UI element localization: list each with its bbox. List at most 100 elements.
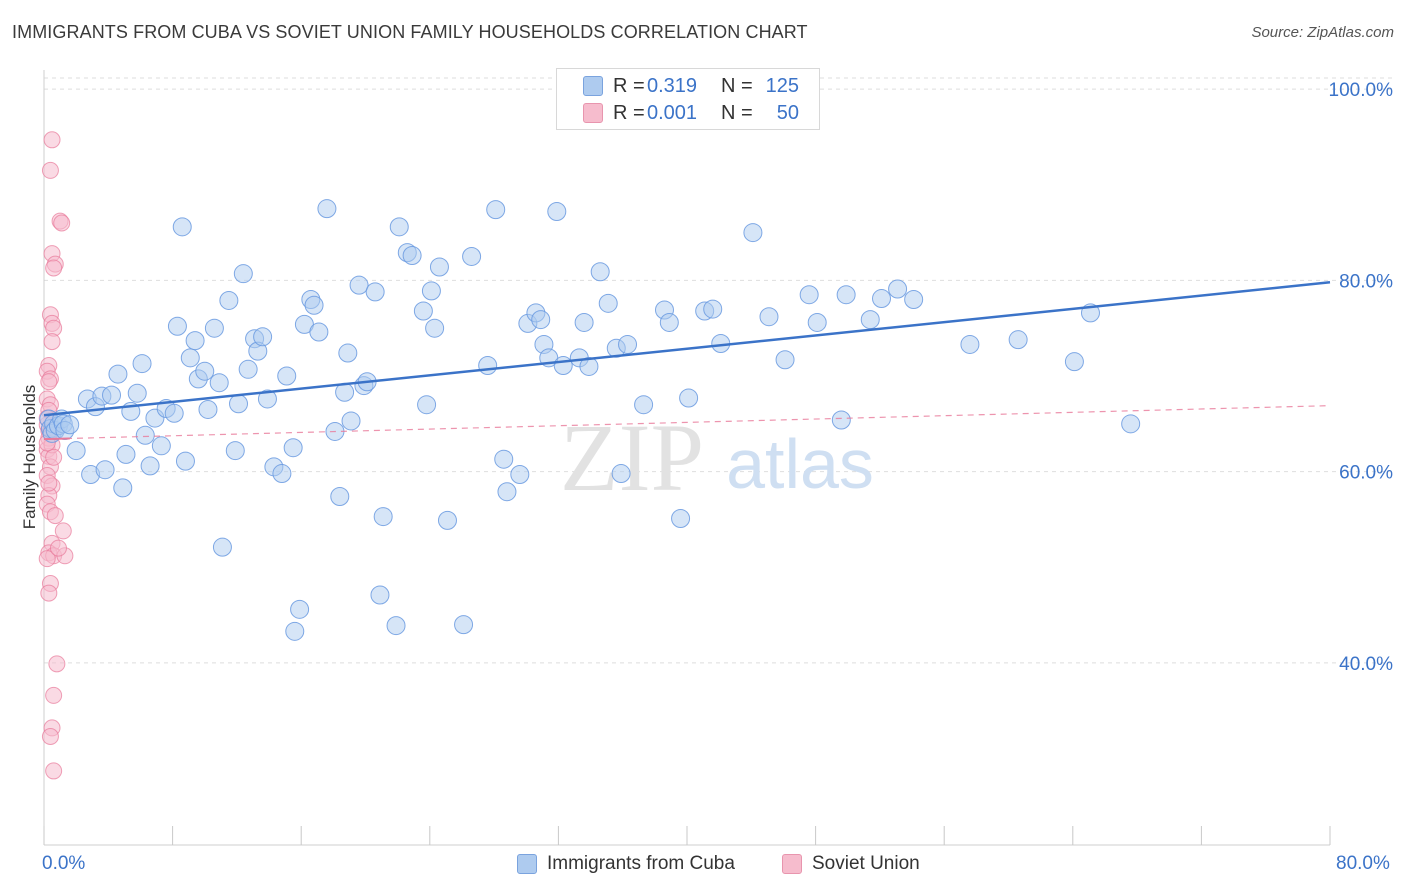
cuba-point xyxy=(317,199,337,219)
y-tick-label: 80.0% xyxy=(1339,271,1393,292)
soviet-union-point xyxy=(43,131,61,149)
cuba-point xyxy=(429,257,449,277)
cuba-point xyxy=(421,281,441,301)
cuba-point xyxy=(195,361,215,381)
bottom-legend-swatch-cuba xyxy=(517,854,537,874)
legend-row-cuba: R = 0.319 N = 125 xyxy=(583,74,799,98)
cuba-point xyxy=(618,334,638,354)
bottom-legend-label-cuba: Immigrants from Cuba xyxy=(547,853,735,874)
cuba-point xyxy=(225,441,245,461)
cuba-point xyxy=(759,307,779,327)
soviet-union-point xyxy=(53,214,71,232)
cuba-point xyxy=(140,456,160,476)
cuba-point xyxy=(547,202,567,222)
cuba-point xyxy=(960,334,980,354)
bottom-legend-cuba: Immigrants from Cuba xyxy=(517,852,735,876)
chart-title: IMMIGRANTS FROM CUBA VS SOVIET UNION FAM… xyxy=(12,22,808,42)
legend-r-value: 0.001 xyxy=(647,101,698,124)
cuba-point xyxy=(1121,414,1141,434)
cuba-point xyxy=(743,223,763,243)
cuba-point xyxy=(253,327,273,347)
watermark-atlas: atlas xyxy=(726,425,874,503)
cuba-point xyxy=(659,312,679,332)
cuba-point xyxy=(66,441,86,461)
cuba-point xyxy=(494,449,514,469)
soviet-union-point xyxy=(43,333,61,351)
cuba-point xyxy=(888,279,908,299)
cuba-point xyxy=(807,312,827,332)
cuba-point xyxy=(389,217,409,237)
cuba-point xyxy=(836,285,856,305)
cuba-point xyxy=(531,310,551,330)
cuba-point xyxy=(671,508,691,528)
watermark-zip: ZIP xyxy=(560,404,704,511)
cuba-point xyxy=(151,436,171,456)
soviet-union-point xyxy=(40,584,58,602)
y-axis-label: Family Households xyxy=(20,384,39,530)
cuba-point xyxy=(204,318,224,338)
soviet-union-point xyxy=(45,762,63,780)
soviet-union-trend-line xyxy=(43,405,1331,440)
cuba-point xyxy=(135,425,155,445)
cuba-point xyxy=(679,388,699,408)
soviet-union-point xyxy=(41,728,59,746)
cuba-point xyxy=(365,282,385,302)
cuba-point xyxy=(454,615,474,635)
cuba-point xyxy=(277,366,297,386)
cuba-point xyxy=(478,355,498,375)
legend-r-label: R = xyxy=(613,74,645,97)
cuba-point xyxy=(95,460,115,480)
cuba-point xyxy=(102,385,122,405)
cuba-points xyxy=(39,199,1141,641)
cuba-point xyxy=(831,410,851,430)
cuba-point xyxy=(598,293,618,313)
cuba-point xyxy=(108,364,128,384)
legend-row-soviet: R = 0.001 N = 50 xyxy=(583,101,799,125)
legend-r-value: 0.319 xyxy=(647,74,698,97)
watermark: ZIP atlas xyxy=(560,404,874,511)
cuba-point xyxy=(634,395,654,415)
cuba-point xyxy=(486,200,506,220)
x-tick-min: 0.0% xyxy=(42,853,86,874)
legend-n-value: 125 xyxy=(765,74,799,97)
cuba-point xyxy=(212,537,232,557)
cuba-point xyxy=(462,246,482,266)
soviet-union-point xyxy=(45,448,63,466)
cuba-point xyxy=(373,507,393,527)
cuba-point xyxy=(341,411,361,431)
soviet-union-point xyxy=(45,259,63,277)
cuba-point xyxy=(497,482,517,502)
legend-swatch-soviet xyxy=(583,103,603,123)
y-tick-label: 40.0% xyxy=(1339,654,1393,675)
cuba-point xyxy=(574,312,594,332)
cuba-point xyxy=(703,299,723,319)
cuba-point xyxy=(219,290,239,310)
cuba-point xyxy=(233,264,253,284)
cuba-point xyxy=(309,322,329,342)
soviet-union-point xyxy=(40,474,58,492)
cuba-point xyxy=(860,310,880,330)
cuba-point xyxy=(229,394,249,414)
cuba-point xyxy=(172,217,192,237)
soviet-union-point xyxy=(41,161,59,179)
correlation-legend: R = 0.319 N = 125 R = 0.001 N = 50 xyxy=(556,68,820,130)
cuba-point xyxy=(285,621,305,641)
cuba-point xyxy=(417,395,437,415)
cuba-point xyxy=(872,289,892,309)
soviet-union-point xyxy=(45,686,63,704)
cuba-point xyxy=(1064,352,1084,372)
cuba-trend-line xyxy=(43,281,1331,417)
cuba-point xyxy=(338,343,358,363)
cuba-point xyxy=(437,510,457,530)
cuba-point xyxy=(164,403,184,423)
cuba-point xyxy=(611,464,631,484)
bottom-legend-swatch-soviet xyxy=(782,854,802,874)
bottom-legend-label-soviet: Soviet Union xyxy=(812,853,920,874)
cuba-point xyxy=(510,464,530,484)
cuba-point xyxy=(116,444,136,464)
cuba-point xyxy=(113,478,133,498)
soviet-union-point xyxy=(46,507,64,525)
cuba-point xyxy=(209,373,229,393)
cuba-point xyxy=(904,290,924,309)
